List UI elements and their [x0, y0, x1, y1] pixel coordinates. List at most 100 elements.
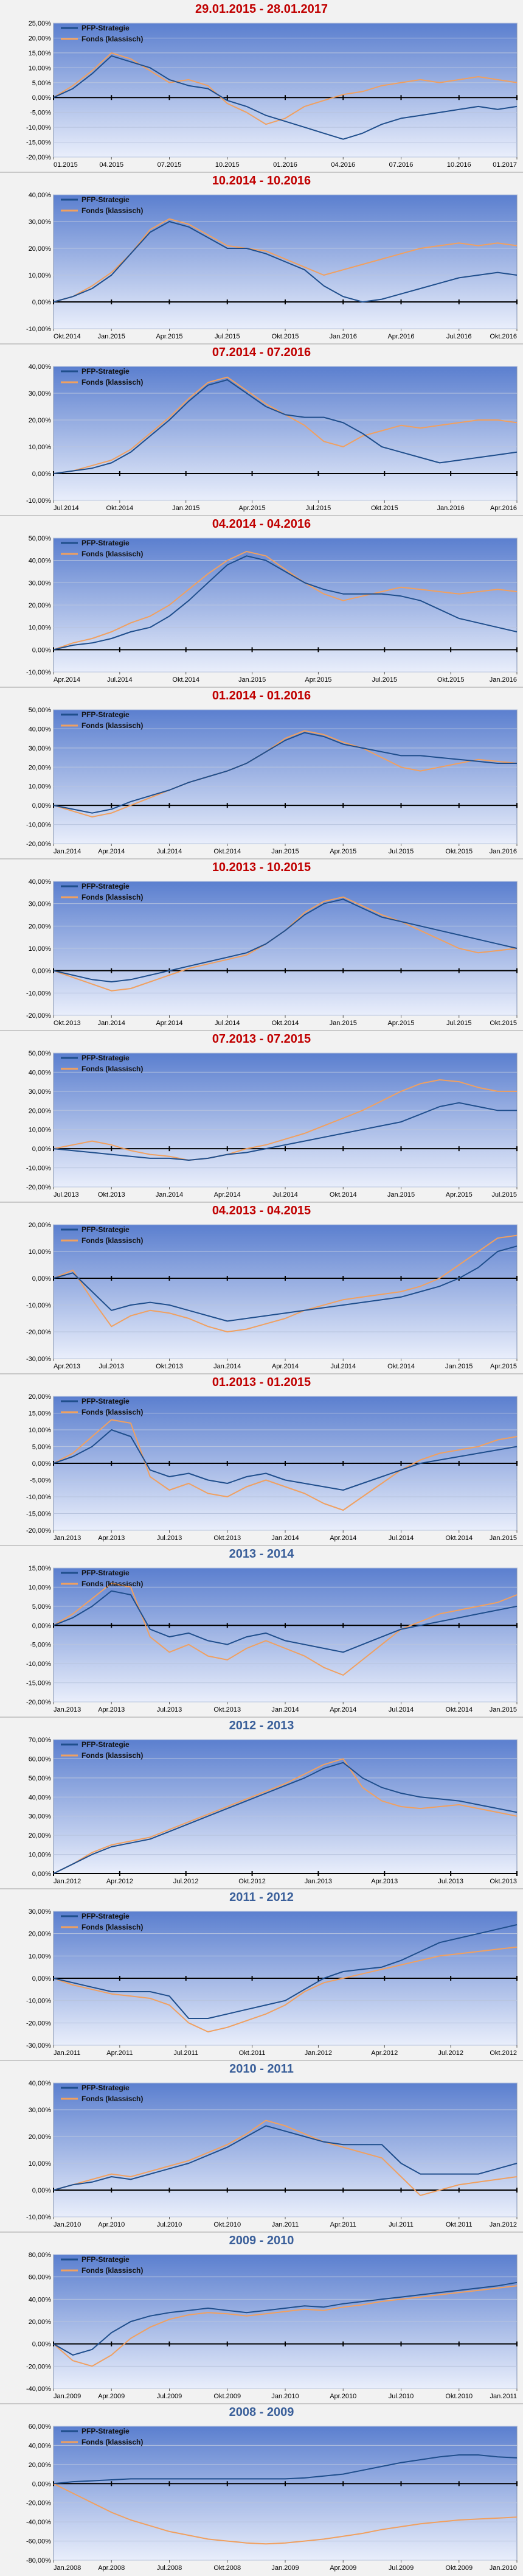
y-tick-label: 10,00% — [29, 945, 52, 953]
y-tick-label: 0,00% — [32, 646, 51, 654]
chart-svg: 20,00% 15,00% 10,00% 5,00% 0,00% -5,00% -10,00… — [26, 1393, 518, 1542]
y-tick-label: 10,00% — [29, 1852, 52, 1859]
x-tick-label: Okt.2014 — [54, 333, 81, 340]
y-tick-label: -80,00% — [26, 2557, 51, 2564]
x-tick-label: Jan.2016 — [490, 848, 517, 855]
y-tick-label: 40,00% — [29, 558, 52, 565]
x-tick-label: Okt.2014 — [445, 1535, 473, 1542]
x-tick-label: Apr.2014 — [156, 1020, 182, 1027]
y-tick-label: 15,00% — [29, 50, 52, 57]
x-tick-label: Jul.2013 — [157, 1706, 182, 1713]
x-tick-label: Okt.2009 — [213, 2393, 241, 2400]
y-tick-label: 10,00% — [29, 272, 52, 279]
chart-svg: 50,00% 40,00% 30,00% 20,00% 10,00% 0,00% -10,0… — [26, 707, 518, 855]
x-tick-label: Jul.2009 — [157, 2393, 182, 2400]
x-tick-label: Jan.2010 — [271, 2393, 299, 2400]
x-tick-label: Jul.2014 — [215, 1020, 240, 1027]
x-tick-label: Apr.2011 — [330, 2221, 356, 2228]
y-tick-label: 20,00% — [29, 923, 52, 930]
series-line-pfp-strategie — [53, 1590, 518, 1653]
x-tick-label: Apr.2013 — [371, 1878, 398, 1885]
x-tick-label: Jan.2015 — [387, 1191, 415, 1199]
x-tick-label: Okt.2014 — [213, 848, 241, 855]
y-tick-label: 10,00% — [29, 1427, 52, 1434]
x-tick-label: Jan.2014 — [271, 1706, 299, 1713]
legend-label: PFP-Strategie — [81, 1912, 130, 1920]
y-tick-label: -10,00% — [26, 1494, 51, 1501]
x-tick-label: Apr.2015 — [330, 848, 356, 855]
y-tick-label: 80,00% — [29, 2252, 52, 2259]
x-tick-label: 10.2015 — [215, 161, 240, 169]
x-tick-label: Apr.2015 — [387, 1020, 414, 1027]
x-tick-label: Apr.2013 — [98, 1706, 125, 1713]
legend-label: Fonds (klassisch) — [81, 1923, 143, 1931]
y-tick-label: 20,00% — [29, 417, 52, 424]
x-tick-label: Jan.2015 — [490, 1535, 517, 1542]
y-tick-label: -20,00% — [26, 1699, 51, 1706]
y-tick-label: 0,00% — [32, 1622, 51, 1629]
y-tick-label: -10,00% — [26, 2214, 51, 2221]
series-line-fonds-klassisch — [53, 1079, 517, 1161]
x-tick-label: 07.2015 — [158, 161, 182, 169]
plot-area — [53, 1052, 518, 1188]
y-tick-label: 30,00% — [29, 1813, 52, 1821]
x-tick-label: Jul.2014 — [272, 1191, 298, 1199]
series-line-pfp-strategie — [53, 555, 518, 651]
x-tick-label: Jan.2013 — [54, 1535, 81, 1542]
chart-title: 2012 - 2013 — [229, 1719, 294, 1732]
chart-svg: 50,00% 40,00% 30,00% 20,00% 10,00% 0,00% -10,0… — [26, 1050, 518, 1199]
x-tick-label: Apr.2014 — [54, 676, 80, 684]
chart-block: 2008 - 2009 60,00% 40,00% 20,00% 0,00% -20,00… — [0, 2403, 523, 2575]
chart-svg: 40,00%30,00%20,00%10,00%0,00%-10,00%Jul.… — [26, 363, 518, 512]
y-tick-label: 10,00% — [29, 783, 52, 791]
x-tick-label: Jul.2013 — [157, 1535, 182, 1542]
y-tick-label: 40,00% — [29, 2442, 52, 2449]
x-tick-label: Jan.2012 — [305, 2049, 332, 2057]
legend-label: Fonds (klassisch) — [81, 206, 143, 215]
x-tick-label: Okt.2013 — [490, 1878, 517, 1885]
y-tick-label: 50,00% — [29, 1775, 52, 1782]
x-tick-label: 01.2016 — [273, 161, 297, 169]
x-tick-label: Jan.2009 — [271, 2564, 299, 2572]
x-tick-label: Jul.2015 — [446, 1020, 472, 1027]
y-tick-label: 0,00% — [32, 1146, 51, 1153]
chart-block: 10.2013 - 10.2015 40,00% 30,00% 20,00% 10,00… — [0, 858, 523, 1030]
x-tick-label: Okt.2012 — [238, 1878, 266, 1885]
chart-block: 04.2014 - 04.2016 50,00% 40,00% 30,00% 20,00… — [0, 515, 523, 687]
y-tick-label: 10,00% — [29, 1248, 52, 1256]
chart-separator — [0, 172, 523, 173]
x-tick-label: Jul.2012 — [173, 1878, 199, 1885]
legend-label: PFP-Strategie — [81, 24, 130, 32]
x-tick-label: Jul.2013 — [438, 1878, 463, 1885]
chart-block: 04.2013 - 04.2015 20,00% 10,00% 0,00% -10,00… — [0, 1202, 523, 1373]
x-tick-label: Jul.2015 — [491, 1191, 517, 1199]
chart-separator — [0, 343, 523, 345]
series-line-pfp-strategie — [53, 379, 518, 474]
y-tick-label: -5,00% — [30, 1642, 51, 1649]
y-tick-label: 20,00% — [29, 1832, 52, 1839]
x-tick-label: Jul.2013 — [54, 1191, 79, 1199]
y-tick-label: -5,00% — [30, 110, 51, 117]
legend-label: PFP-Strategie — [81, 1397, 130, 1405]
legend-label: Fonds (klassisch) — [81, 1065, 143, 1073]
x-tick-label: Okt.2015 — [445, 848, 473, 855]
legend-label: PFP-Strategie — [81, 1569, 130, 1577]
legend-label: PFP-Strategie — [81, 2084, 130, 2092]
y-tick-label: -60,00% — [26, 2538, 51, 2546]
y-tick-label: -30,00% — [26, 1356, 51, 1363]
y-tick-label: 30,00% — [29, 2107, 52, 2114]
y-tick-label: 20,00% — [29, 1931, 52, 1938]
plot-area — [53, 2426, 518, 2561]
legend-label: PFP-Strategie — [81, 882, 130, 891]
chart-svg: 15,00% 10,00% 5,00% 0,00% -5,00% -10,00% -15,0… — [26, 1565, 518, 1713]
legend-label: PFP-Strategie — [81, 2255, 130, 2264]
series-line-fonds-klassisch — [53, 1946, 518, 2032]
x-tick-label: Jan.2011 — [272, 2221, 299, 2228]
y-tick-label: 30,00% — [29, 390, 52, 397]
x-tick-label: 01.2017 — [493, 161, 517, 169]
x-tick-label: Apr.2013 — [98, 1535, 125, 1542]
chart-block: 01.2014 - 01.2016 50,00% 40,00% 30,00% 20,00… — [0, 687, 523, 858]
plot-area — [53, 1224, 518, 1359]
x-tick-label: Jan.2011 — [54, 2049, 80, 2057]
y-tick-label: -10,00% — [26, 1661, 51, 1668]
